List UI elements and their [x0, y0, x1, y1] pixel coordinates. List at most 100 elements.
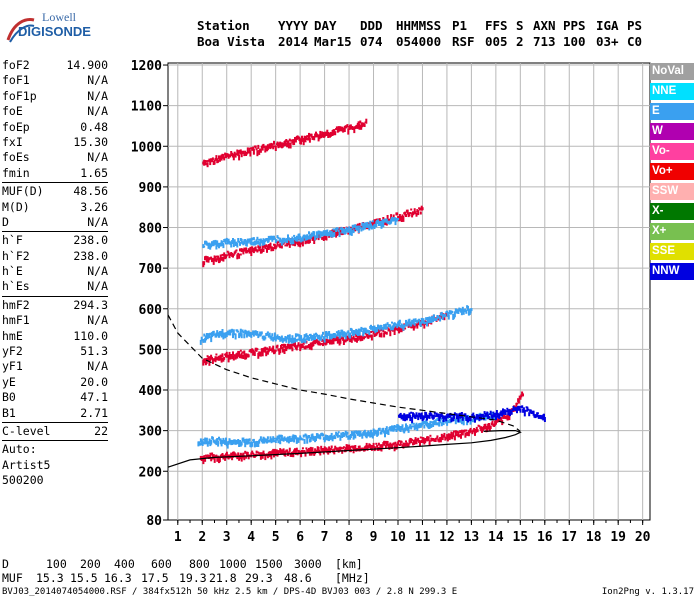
echo-point [274, 349, 277, 352]
echo-point [278, 451, 281, 454]
echo-point [211, 157, 214, 161]
param-row: C-level 22 [2, 424, 108, 439]
distance-value: 3000 [294, 557, 322, 571]
echo-point [384, 331, 386, 335]
muf-value: 15.3 [36, 571, 64, 585]
echo-point [495, 410, 498, 415]
echo-point [288, 138, 291, 142]
muf-value: 19.3 [179, 571, 207, 585]
echo-point [307, 235, 310, 240]
echo-point [489, 416, 492, 421]
echo-point [199, 339, 202, 345]
echo-point [319, 233, 322, 239]
echo-point [322, 235, 325, 241]
echo-point [320, 336, 323, 341]
echo-point [363, 225, 366, 230]
echo-point [325, 132, 328, 136]
echo-point [322, 433, 324, 437]
echo-point [350, 337, 353, 343]
echo-point [313, 231, 316, 237]
echo-point [509, 412, 511, 417]
y-tick-label: 300 [139, 425, 163, 440]
echo-point [447, 413, 450, 418]
echo-point [409, 415, 412, 422]
echo-point [236, 242, 239, 248]
x-tick-label: 4 [247, 530, 255, 545]
echo-point [429, 434, 432, 437]
echo-point [338, 232, 341, 238]
echo-point [239, 253, 242, 256]
echo-point [373, 430, 376, 436]
echo-point [419, 322, 422, 327]
param-name: foF1p [2, 88, 37, 103]
echo-point [285, 348, 288, 352]
echo-point [473, 428, 476, 430]
x-tick-label: 3 [223, 530, 231, 545]
echo-point [287, 234, 289, 240]
echo-point [295, 345, 298, 351]
echo-point [462, 419, 465, 426]
echo-point [410, 411, 413, 414]
x-tick-label: 16 [537, 530, 553, 545]
param-value: 3.26 [80, 199, 108, 214]
header-value-11: C0 [627, 34, 643, 49]
echo-point [337, 230, 340, 232]
echo-point [264, 336, 267, 340]
echo-point [257, 240, 260, 245]
echo-point [238, 240, 241, 243]
echo-point [346, 431, 349, 435]
echo-point [369, 334, 372, 338]
header-value-8: 713 [533, 34, 556, 49]
param-row: yF2 51.3 [2, 344, 108, 359]
echo-point [251, 441, 254, 447]
echo-point [265, 244, 268, 248]
echo-point [469, 427, 472, 431]
echo-point [366, 221, 369, 224]
echo-point [323, 231, 326, 236]
echo-point [411, 439, 414, 442]
echo-point [467, 305, 469, 311]
echo-point [209, 332, 212, 336]
echo-point [396, 219, 399, 222]
param-name: foF2 [2, 58, 30, 72]
echo-point [479, 413, 482, 419]
echo-point [207, 356, 210, 362]
echo-point [448, 310, 451, 315]
echo-point [288, 447, 291, 452]
echo-point [269, 451, 272, 456]
echo-point [317, 446, 320, 452]
param-divider [2, 440, 108, 442]
echo-point [300, 452, 303, 458]
echo-point [446, 436, 449, 442]
echo-point [446, 414, 449, 418]
echo-point [204, 162, 207, 166]
echo-point [252, 452, 255, 455]
echo-point [508, 409, 511, 413]
echo-point [239, 354, 241, 359]
echo-point [461, 306, 464, 312]
echo-point [318, 230, 321, 234]
echo-point [337, 431, 340, 434]
echo-point [204, 437, 207, 442]
echo-point [215, 244, 218, 250]
echo-point [390, 214, 393, 220]
echo-point [349, 124, 352, 130]
echo-point [361, 327, 364, 330]
echo-point [284, 244, 287, 247]
echo-point [225, 242, 227, 245]
header-label-7: S [516, 18, 524, 33]
echo-point [422, 421, 425, 424]
echo-point [249, 246, 252, 251]
param-row: fmin 1.65 [2, 166, 108, 181]
echo-point [386, 441, 389, 445]
echo-point [210, 256, 213, 260]
echo-point [361, 222, 364, 227]
echo-point [294, 448, 296, 452]
echo-point [377, 325, 380, 330]
echo-point [370, 324, 372, 330]
echo-point [429, 420, 432, 425]
echo-point [325, 447, 328, 452]
echo-point [460, 412, 463, 417]
polarization-legend: NoVal NNE E W Vo- Vo+ SSW X- X+ SSE NNW [650, 63, 694, 283]
echo-point [286, 449, 289, 453]
